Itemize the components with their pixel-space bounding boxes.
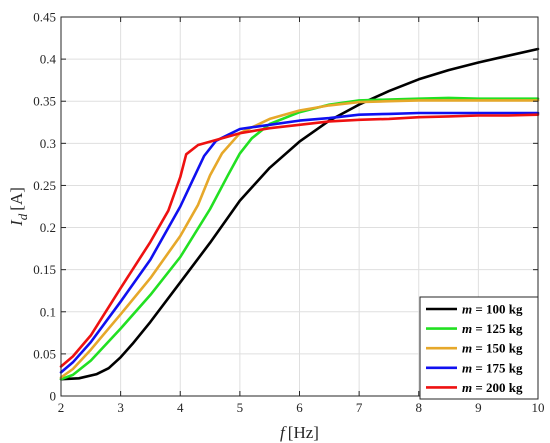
x-axis-variable: f — [280, 423, 287, 442]
y-tick-label: 0.25 — [33, 178, 56, 193]
legend-entry: m = 200 kg — [462, 380, 523, 395]
legend-entry-value: = 100 kg — [472, 302, 523, 317]
y-axis-unit: [A] — [7, 187, 26, 211]
legend-entry: m = 150 kg — [462, 341, 523, 356]
legend-entry: m = 125 kg — [462, 321, 523, 336]
y-tick-label: 0.2 — [40, 220, 56, 235]
series-line-175-kg — [59, 111, 540, 374]
y-axis-variable: I — [7, 219, 26, 227]
x-axis-unit: [Hz] — [288, 423, 319, 442]
x-tick-label: 9 — [475, 400, 482, 415]
y-tick-label: 0.45 — [33, 10, 56, 25]
y-tick-label: 0.4 — [40, 52, 57, 67]
legend-entry: m = 175 kg — [462, 360, 523, 375]
series-line-125-kg — [59, 96, 540, 381]
legend-entry-value: = 150 kg — [472, 341, 523, 356]
x-tick-label: 6 — [296, 400, 303, 415]
legend-entry-value: = 125 kg — [472, 321, 523, 336]
legend-entry-variable: m — [462, 360, 472, 375]
x-tick-label: 3 — [117, 400, 124, 415]
x-tick-label: 2 — [58, 400, 65, 415]
y-tick-label: 0 — [50, 389, 57, 404]
legend-entry-variable: m — [462, 321, 472, 336]
y-tick-label: 0.1 — [40, 304, 56, 319]
y-tick-label: 0.15 — [33, 262, 56, 277]
series-line-200-kg — [59, 113, 540, 368]
y-tick-label: 0.35 — [33, 94, 56, 109]
legend-entry-variable: m — [462, 380, 472, 395]
legend-entry-value: = 200 kg — [472, 380, 523, 395]
grid — [61, 17, 538, 396]
x-tick-label: 8 — [416, 400, 423, 415]
series-lines — [59, 47, 540, 381]
legend-entry-value: = 175 kg — [472, 360, 523, 375]
y-axis-subscript: d — [15, 213, 30, 220]
x-tick-label: 7 — [356, 400, 363, 415]
y-tick-label: 0.3 — [40, 136, 56, 151]
series-line-100-kg — [59, 47, 540, 381]
x-tick-label: 10 — [532, 400, 545, 415]
legend-entry: m = 100 kg — [462, 302, 523, 317]
x-tick-label: 4 — [177, 400, 184, 415]
legend-entry-variable: m — [462, 302, 472, 317]
x-axis-label: f [Hz] — [280, 423, 319, 442]
x-tick-label: 5 — [237, 400, 244, 415]
legend-entry-variable: m — [462, 341, 472, 356]
y-axis-label: Id [A] — [7, 187, 30, 227]
y-tick-label: 0.05 — [33, 346, 56, 361]
axis-ticks: 2 3 4 5 6 7 8 9 10 0 0.05 0.1 0.15 0.2 0.25 0.3 0.35 0.4 0… — [33, 10, 544, 416]
legend: m = 100 kgm = 125 kgm = 150 kgm = 175 kg… — [419, 296, 539, 400]
